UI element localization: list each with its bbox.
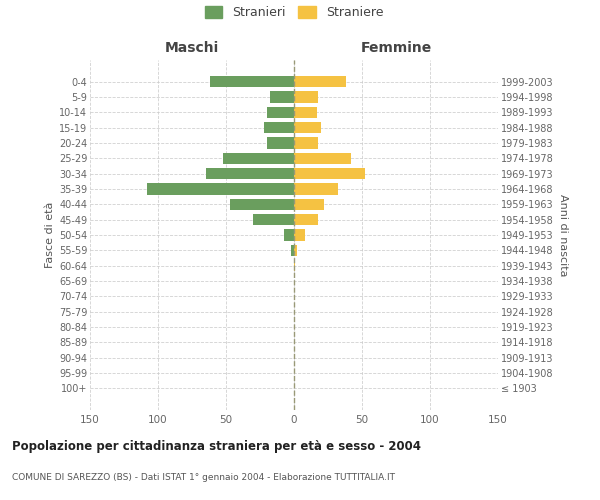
Bar bbox=[294, 152, 351, 164]
Bar bbox=[230, 198, 294, 210]
Bar bbox=[267, 137, 294, 148]
Bar bbox=[294, 137, 319, 148]
Bar bbox=[294, 244, 297, 256]
Bar bbox=[294, 229, 305, 241]
Bar bbox=[294, 76, 346, 88]
Bar bbox=[294, 122, 321, 134]
Bar bbox=[209, 76, 294, 88]
Bar bbox=[294, 183, 338, 194]
Bar bbox=[291, 244, 294, 256]
Bar bbox=[223, 152, 294, 164]
Bar bbox=[294, 214, 319, 226]
Text: COMUNE DI SAREZZO (BS) - Dati ISTAT 1° gennaio 2004 - Elaborazione TUTTITALIA.IT: COMUNE DI SAREZZO (BS) - Dati ISTAT 1° g… bbox=[12, 472, 395, 482]
Y-axis label: Fasce di età: Fasce di età bbox=[44, 202, 55, 268]
Legend: Stranieri, Straniere: Stranieri, Straniere bbox=[205, 6, 383, 19]
Y-axis label: Anni di nascita: Anni di nascita bbox=[557, 194, 568, 276]
Text: Femmine: Femmine bbox=[361, 41, 431, 55]
Bar bbox=[284, 229, 294, 241]
Bar bbox=[294, 106, 317, 118]
Bar bbox=[267, 106, 294, 118]
Text: Maschi: Maschi bbox=[165, 41, 219, 55]
Bar bbox=[269, 91, 294, 102]
Bar bbox=[147, 183, 294, 194]
Bar bbox=[294, 91, 319, 102]
Bar bbox=[294, 260, 295, 272]
Bar bbox=[206, 168, 294, 179]
Bar bbox=[294, 198, 324, 210]
Bar bbox=[294, 168, 365, 179]
Text: Popolazione per cittadinanza straniera per età e sesso - 2004: Popolazione per cittadinanza straniera p… bbox=[12, 440, 421, 453]
Bar bbox=[264, 122, 294, 134]
Bar bbox=[253, 214, 294, 226]
